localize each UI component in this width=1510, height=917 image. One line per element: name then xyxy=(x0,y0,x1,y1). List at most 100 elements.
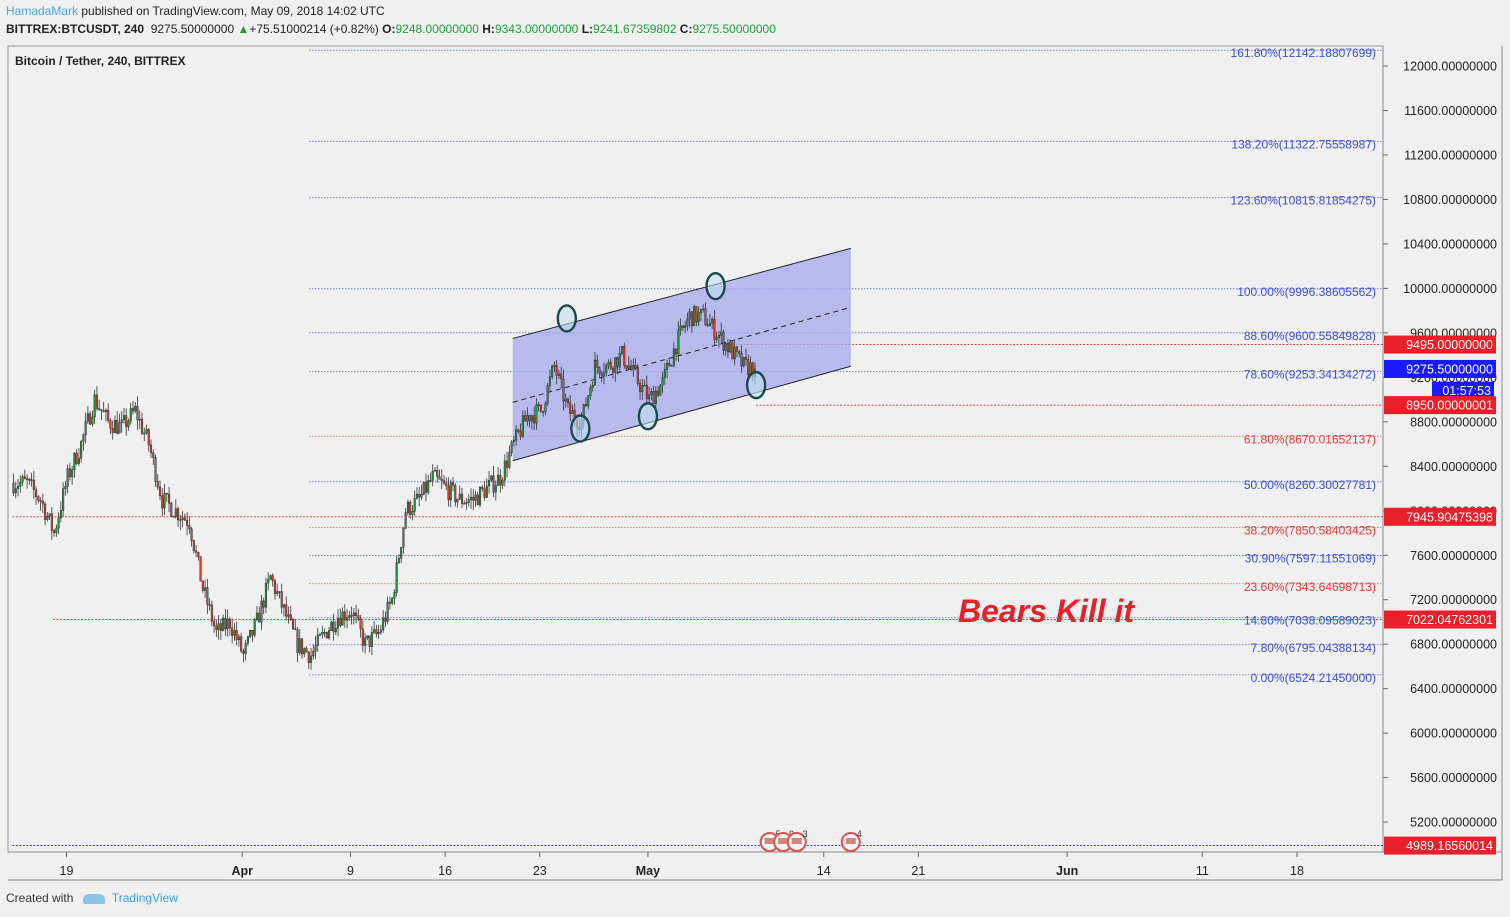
candle-body xyxy=(395,562,398,593)
candle-body xyxy=(704,308,707,326)
candle-body xyxy=(533,415,536,424)
price-axis[interactable]: 12000.00000000 11600.00000000 11200.000000… xyxy=(1383,60,1497,830)
candle-body xyxy=(296,629,299,653)
symbol-label: BITTREX:BTCUSDT, 240 xyxy=(6,22,145,36)
candle-body xyxy=(503,460,506,481)
price-tick-label: 6000.00000000 xyxy=(1410,727,1497,741)
candle-body xyxy=(282,604,286,608)
candle-body xyxy=(393,592,396,599)
candle-body xyxy=(566,398,569,404)
candle-body xyxy=(111,428,114,433)
author-link[interactable]: HamadaMark xyxy=(6,4,79,18)
fib-level-label: 50.00%(8260.30027781) xyxy=(1244,478,1376,492)
parallel-channel[interactable] xyxy=(512,247,851,462)
change-value: +75.51000214 (+0.82%) xyxy=(249,22,379,36)
published-text: published on TradingView.com, May 09, 20… xyxy=(81,4,385,18)
pivot-marker[interactable] xyxy=(745,370,767,400)
candle-body xyxy=(303,648,306,655)
candle-body xyxy=(625,365,628,369)
tradingview-link[interactable]: TradingView xyxy=(111,891,178,905)
time-tick-label: 14 xyxy=(817,864,831,878)
candle-body xyxy=(100,409,103,412)
candle-body xyxy=(431,470,434,481)
candle-body xyxy=(620,346,624,354)
candle-body xyxy=(291,619,295,629)
candle-body xyxy=(614,357,617,373)
candle-body xyxy=(44,503,47,520)
candle-body xyxy=(312,651,315,657)
price-tag-box xyxy=(1384,335,1496,354)
candle-body xyxy=(666,362,669,370)
candle-body xyxy=(422,482,425,495)
candle-body xyxy=(562,378,565,402)
candle-body xyxy=(490,475,493,481)
candle-body xyxy=(39,499,42,502)
candle-body xyxy=(255,612,258,620)
candle-body xyxy=(131,408,135,412)
candle-body xyxy=(206,587,209,605)
candle-body xyxy=(587,395,590,407)
candle-body xyxy=(643,384,646,387)
candle-body xyxy=(742,356,745,367)
candle-body xyxy=(285,604,288,617)
candle-body xyxy=(544,403,547,412)
candle-body xyxy=(679,325,682,331)
pivot-marker[interactable] xyxy=(705,271,726,301)
candle-body xyxy=(553,365,556,367)
candle-body xyxy=(659,384,662,396)
candle-body xyxy=(465,502,468,504)
candle-body xyxy=(28,479,31,481)
candle-body xyxy=(26,478,29,481)
candle-body xyxy=(48,513,51,517)
candle-body xyxy=(307,651,310,663)
candle-body xyxy=(454,485,457,503)
candle-body xyxy=(242,650,245,654)
candle-body xyxy=(197,552,200,557)
candle-body xyxy=(152,452,155,458)
candle-body xyxy=(729,342,732,353)
last-price: 9275.50000000 xyxy=(150,22,235,36)
candle-body xyxy=(204,587,207,591)
open-label: O: xyxy=(382,22,396,36)
candle-body xyxy=(458,493,461,500)
candle-body xyxy=(663,369,666,378)
candle-body xyxy=(695,306,698,323)
candle-body xyxy=(183,517,186,521)
price-tag-label: 9275.50000000 xyxy=(1406,362,1493,376)
candle-body xyxy=(339,618,342,626)
event-icons[interactable]: 5934 xyxy=(759,829,862,852)
flag-stripes-icon xyxy=(791,838,802,844)
candle-body xyxy=(537,404,540,406)
plot-area[interactable] xyxy=(7,45,1384,853)
flag-stripes-icon xyxy=(764,838,775,844)
candle-body xyxy=(188,525,191,530)
candle-body xyxy=(652,391,655,404)
candle-body xyxy=(35,489,38,497)
candle-body xyxy=(249,629,252,637)
pivot-markers[interactable] xyxy=(556,271,767,443)
pivot-marker[interactable] xyxy=(570,414,591,443)
candle-body xyxy=(53,530,56,533)
candle-body xyxy=(19,481,22,487)
time-axis[interactable]: 19 Apr 9 16 23 May 14 21 Jun 11 18 xyxy=(60,852,1304,878)
candle-body xyxy=(708,322,711,327)
candle-body xyxy=(192,540,195,551)
candle-body xyxy=(375,629,378,634)
candle-body xyxy=(86,413,89,422)
candle-body xyxy=(30,479,33,481)
pivot-marker[interactable] xyxy=(637,402,659,431)
candle-body xyxy=(181,517,184,520)
candle-body xyxy=(726,342,730,353)
candle-body xyxy=(510,441,513,454)
candle-body xyxy=(569,402,572,414)
fib-level-label: 14.80%(7038.09589023) xyxy=(1244,614,1376,628)
candle-body xyxy=(744,356,748,360)
candle-body xyxy=(497,474,500,486)
candle-body xyxy=(300,638,304,655)
candle-body xyxy=(668,362,671,367)
candle-body xyxy=(542,411,545,413)
pivot-marker[interactable] xyxy=(556,304,578,333)
time-tick-label: Apr xyxy=(232,864,254,878)
high-value: 9343.00000000 xyxy=(494,22,579,36)
